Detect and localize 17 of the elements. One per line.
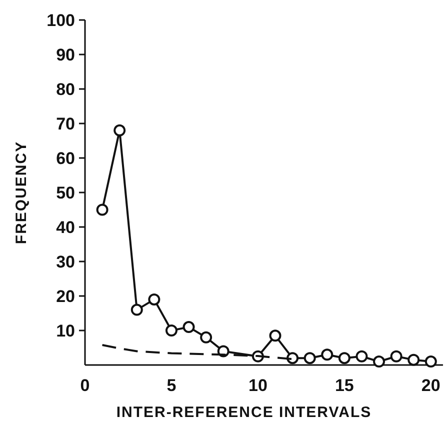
y-axis-title: FREQUENCY (13, 140, 30, 244)
y-tick-label: 100 (46, 10, 75, 30)
y-tick-label: 90 (56, 45, 75, 64)
y-tick-label: 40 (56, 218, 75, 237)
y-tick-label: 30 (56, 252, 75, 272)
y-tick-label: 50 (56, 183, 75, 202)
x-tick-label: 0 (80, 376, 90, 395)
x-tick-label: 5 (166, 376, 176, 395)
y-tick-label: 70 (56, 114, 75, 134)
y-tick-label: 10 (56, 321, 75, 340)
x-axis-title: INTER-REFERENCE INTERVALS (116, 404, 372, 421)
y-tick-label: 60 (56, 148, 75, 168)
y-tick-label: 20 (56, 286, 75, 306)
x-tick-label: 20 (421, 376, 440, 395)
x-tick-label: 10 (248, 376, 268, 395)
x-tick-label: 15 (334, 376, 354, 395)
y-tick-label: 80 (56, 80, 75, 99)
